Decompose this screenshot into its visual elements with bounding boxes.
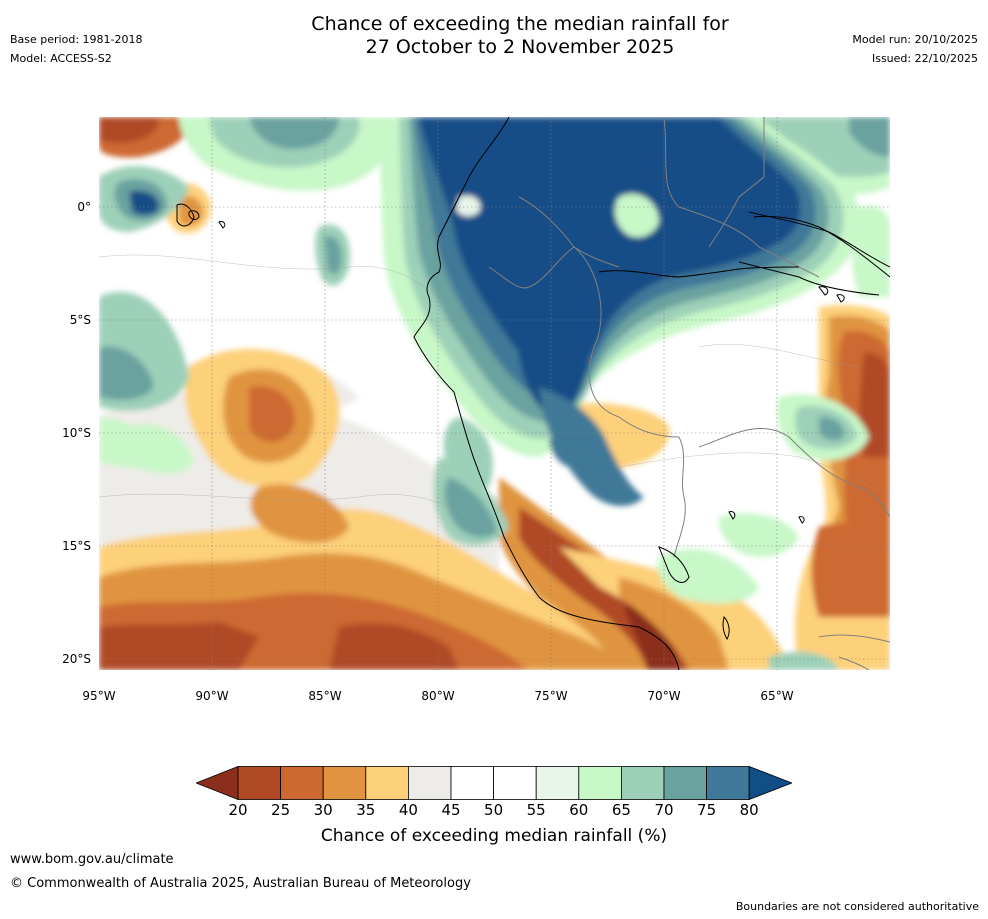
copyright-text: © Commonwealth of Australia 2025, Austra… xyxy=(10,876,471,891)
colorbar xyxy=(194,765,794,801)
colorbar-tick-label: 25 xyxy=(271,801,291,819)
colorbar-segment xyxy=(365,766,409,800)
model-name: Model: ACCESS-S2 xyxy=(10,52,112,65)
colorbar-tick-label: 40 xyxy=(398,801,418,819)
colorbar-segment xyxy=(280,766,324,800)
probability-field xyxy=(99,117,890,670)
colorbar-tick-label: 55 xyxy=(526,801,546,819)
colorbar-segment xyxy=(620,766,665,800)
colorbar-segment xyxy=(663,766,707,800)
lat-label-20s: 20°S xyxy=(62,652,91,666)
colorbar-tick-label: 80 xyxy=(739,801,759,819)
lon-label-70w: 70°W xyxy=(647,689,681,703)
colorbar-label: Chance of exceeding median rainfall (%) xyxy=(320,826,668,846)
lat-label-15s: 15°S xyxy=(62,539,91,553)
colorbar-segment xyxy=(407,766,452,800)
colorbar-extend-high xyxy=(748,765,794,801)
colorbar-tick-label: 65 xyxy=(611,801,631,819)
lon-label-80w: 80°W xyxy=(421,689,455,703)
website-link[interactable]: www.bom.gov.au/climate xyxy=(10,852,174,867)
colorbar-segment xyxy=(322,766,367,800)
base-period: Base period: 1981-2018 xyxy=(10,33,143,46)
colorbar-segment xyxy=(578,766,622,800)
page-title: Chance of exceeding the median rainfall … xyxy=(240,13,800,59)
model-run: Model run: 20/10/2025 xyxy=(852,33,978,46)
colorbar-extend-low xyxy=(194,765,239,801)
colorbar-tick-label: 70 xyxy=(654,801,674,819)
lat-label-5s: 5°S xyxy=(69,313,91,327)
colorbar-segment xyxy=(706,766,750,800)
colorbar-tick-label: 50 xyxy=(484,801,504,819)
colorbar-tick-label: 30 xyxy=(313,801,333,819)
colorbar-segment xyxy=(450,766,494,800)
lon-label-85w: 85°W xyxy=(308,689,342,703)
colorbar-tick-label: 60 xyxy=(569,801,589,819)
colorbar-tick-label: 45 xyxy=(441,801,461,819)
lon-label-75w: 75°W xyxy=(534,689,568,703)
lat-label-0: 0° xyxy=(77,200,91,214)
lat-label-10s: 10°S xyxy=(62,426,91,440)
rainfall-map xyxy=(99,117,890,670)
lon-label-95w: 95°W xyxy=(82,689,116,703)
colorbar-segment xyxy=(237,766,281,800)
colorbar-tick-label: 20 xyxy=(228,801,248,819)
contour-lines xyxy=(99,254,890,538)
disclaimer-text: Boundaries are not considered authoritat… xyxy=(735,900,979,913)
country-borders xyxy=(488,117,890,670)
title-line-1: Chance of exceeding the median rainfall … xyxy=(311,13,729,35)
lon-label-90w: 90°W xyxy=(195,689,229,703)
issued-date: Issued: 22/10/2025 xyxy=(871,52,978,65)
colorbar-tick-label: 35 xyxy=(356,801,376,819)
colorbar-segment xyxy=(493,766,537,800)
map-gridlines xyxy=(99,117,890,670)
colorbar-tick-label: 75 xyxy=(697,801,717,819)
title-line-2: 27 October to 2 November 2025 xyxy=(365,36,675,58)
lon-label-65w: 65°W xyxy=(760,689,794,703)
colorbar-segment xyxy=(535,766,580,800)
coastline xyxy=(176,117,890,670)
